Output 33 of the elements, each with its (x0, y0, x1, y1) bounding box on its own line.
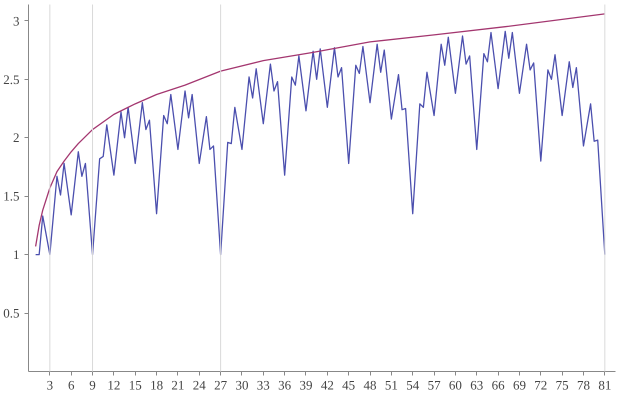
x-tick-label: 57 (428, 378, 442, 392)
x-tick-label: 81 (598, 378, 612, 392)
x-tick-label: 51 (384, 378, 398, 392)
x-tick-label: 30 (235, 378, 248, 392)
y-tick-label: 1.5 (3, 188, 20, 204)
y-tick-label: 2 (13, 130, 20, 146)
y-tick-label: 3 (13, 13, 20, 28)
x-tick-label: 66 (492, 378, 506, 392)
y-tick-label: 2.5 (3, 72, 20, 87)
x-tick-label: 21 (171, 378, 184, 392)
x-tick-label: 48 (364, 378, 377, 392)
x-tick-label: 54 (406, 378, 420, 392)
x-tick-label: 72 (534, 378, 548, 392)
x-tick-label: 6 (68, 378, 75, 392)
x-tick-label: 9 (89, 378, 96, 392)
x-tick-label: 78 (576, 378, 590, 392)
x-tick-label: 36 (278, 378, 292, 392)
x-tick-label: 33 (256, 378, 270, 392)
x-tick-label: 75 (556, 378, 569, 392)
x-tick-label: 60 (448, 378, 462, 392)
x-tick-label: 42 (320, 378, 334, 392)
x-tick-label: 63 (470, 378, 484, 392)
x-tick-label: 27 (214, 378, 228, 392)
x-tick-label: 15 (128, 378, 142, 392)
x-tick-label: 18 (150, 378, 164, 392)
y-tick-label: 1 (13, 247, 20, 262)
x-tick-label: 69 (512, 378, 526, 392)
y-tick-label: 0.5 (3, 306, 20, 321)
x-tick-label: 12 (107, 378, 120, 392)
x-tick-label: 3 (46, 378, 54, 392)
x-tick-label: 39 (299, 378, 312, 392)
x-tick-label: 45 (342, 378, 356, 392)
x-tick-label: 24 (192, 378, 206, 392)
